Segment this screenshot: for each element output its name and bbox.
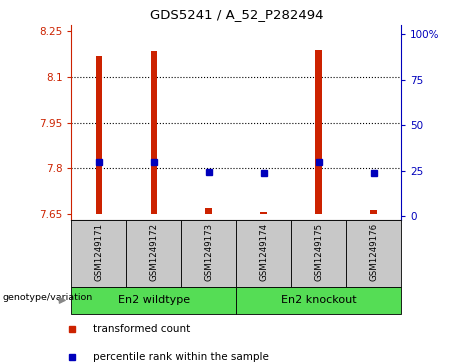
Text: transformed count: transformed count <box>93 325 190 334</box>
Bar <box>206 208 212 213</box>
Text: GSM1249172: GSM1249172 <box>149 223 159 281</box>
Text: GSM1249171: GSM1249171 <box>95 223 103 281</box>
Text: En2 knockout: En2 knockout <box>281 295 356 305</box>
Bar <box>346 220 401 287</box>
Title: GDS5241 / A_52_P282494: GDS5241 / A_52_P282494 <box>149 8 323 21</box>
Bar <box>315 50 322 213</box>
Bar <box>71 220 126 287</box>
Bar <box>236 287 401 314</box>
Bar <box>151 51 157 213</box>
Bar <box>291 220 346 287</box>
Bar <box>370 210 377 213</box>
Bar <box>181 220 236 287</box>
Bar <box>95 56 102 213</box>
Text: En2 wildtype: En2 wildtype <box>118 295 190 305</box>
Text: GSM1249173: GSM1249173 <box>204 223 213 281</box>
Text: GSM1249175: GSM1249175 <box>314 223 323 281</box>
Text: GSM1249176: GSM1249176 <box>369 223 378 281</box>
Bar <box>236 220 291 287</box>
Text: GSM1249174: GSM1249174 <box>259 223 268 281</box>
Bar <box>260 212 267 213</box>
Bar <box>126 220 181 287</box>
Text: percentile rank within the sample: percentile rank within the sample <box>93 352 269 362</box>
Text: genotype/variation: genotype/variation <box>2 293 92 302</box>
Bar <box>71 287 236 314</box>
